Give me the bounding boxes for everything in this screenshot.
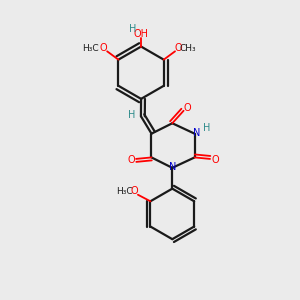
Text: O: O [211, 154, 219, 164]
Text: OH: OH [134, 29, 148, 39]
Text: N: N [169, 162, 176, 172]
Text: H: H [129, 24, 136, 34]
Text: H: H [128, 110, 135, 120]
Text: O: O [175, 44, 182, 53]
Text: O: O [127, 154, 135, 164]
Text: N: N [193, 128, 201, 138]
Text: H₃C: H₃C [116, 187, 132, 196]
Text: O: O [184, 103, 192, 113]
Text: O: O [99, 44, 107, 53]
Text: H₃C: H₃C [82, 44, 99, 53]
Text: H: H [203, 123, 211, 133]
Text: O: O [130, 186, 138, 196]
Text: CH₃: CH₃ [179, 44, 196, 53]
